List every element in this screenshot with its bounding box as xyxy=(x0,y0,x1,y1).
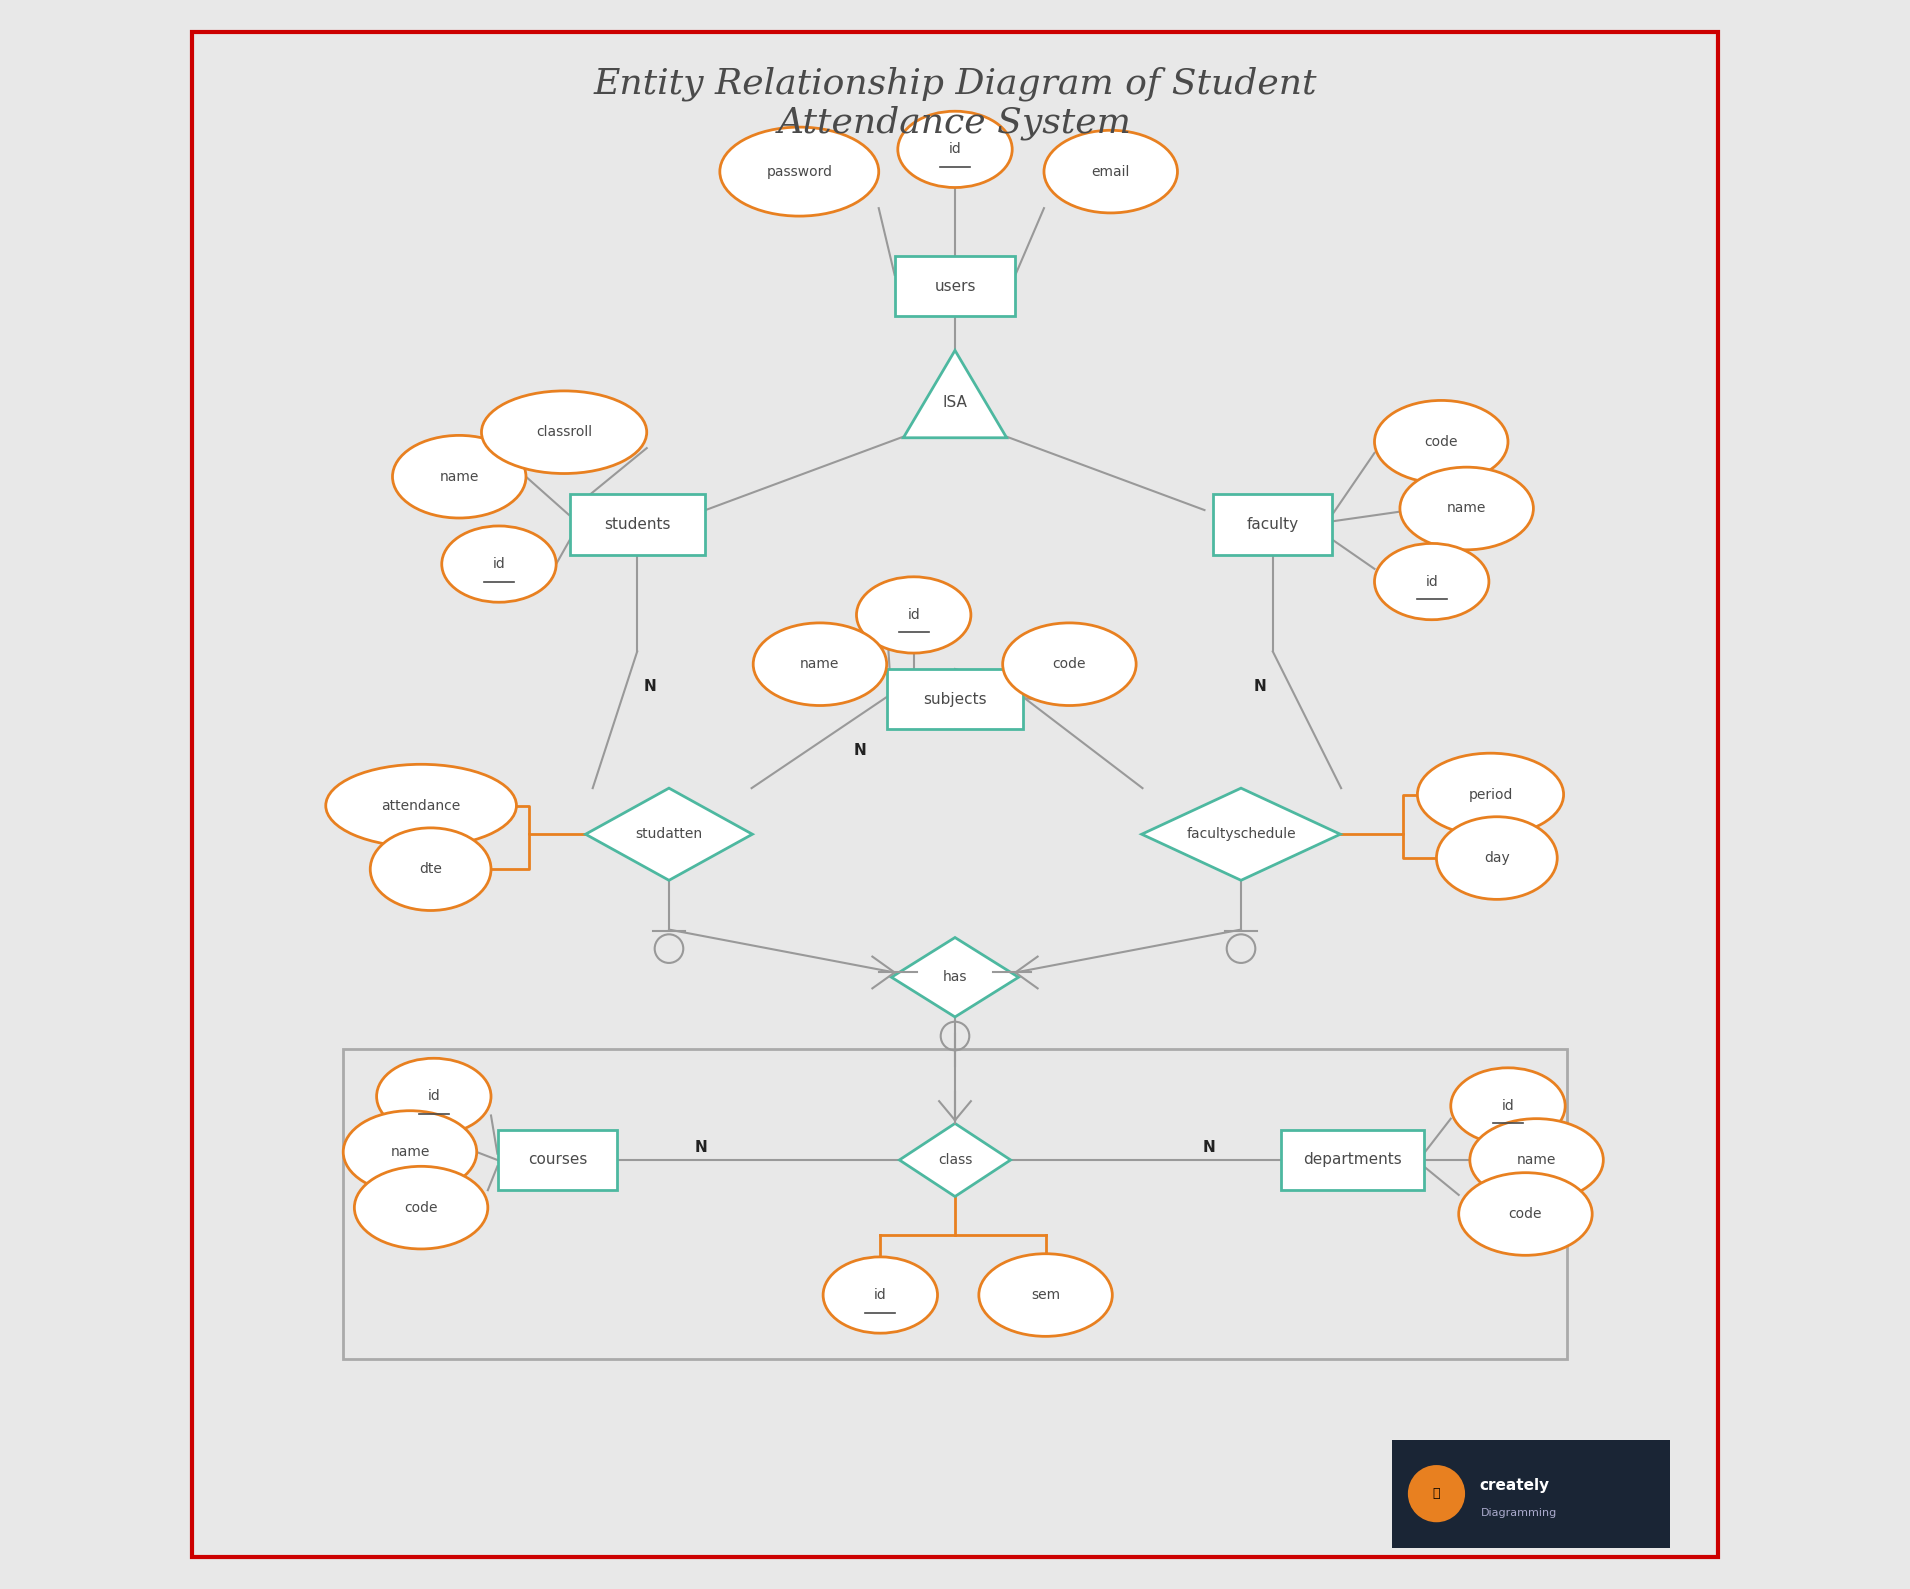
Text: students: students xyxy=(604,516,670,532)
Text: has: has xyxy=(944,971,966,984)
Text: id: id xyxy=(493,558,506,570)
Text: ISA: ISA xyxy=(942,394,968,410)
Text: studatten: studatten xyxy=(636,828,703,841)
Text: departments: departments xyxy=(1303,1152,1402,1168)
Polygon shape xyxy=(900,1123,1010,1197)
Ellipse shape xyxy=(1417,753,1564,836)
Ellipse shape xyxy=(823,1257,938,1333)
Ellipse shape xyxy=(720,127,879,216)
Text: id: id xyxy=(1501,1100,1515,1112)
Ellipse shape xyxy=(371,828,491,910)
Ellipse shape xyxy=(481,391,647,474)
Text: sem: sem xyxy=(1031,1289,1060,1301)
Text: N: N xyxy=(854,742,865,758)
Ellipse shape xyxy=(1400,467,1534,550)
Ellipse shape xyxy=(1375,400,1509,483)
Text: id: id xyxy=(907,609,921,621)
Text: name: name xyxy=(1517,1154,1557,1166)
Bar xyxy=(344,1049,1566,1359)
Ellipse shape xyxy=(753,623,886,706)
Ellipse shape xyxy=(856,577,970,653)
Text: N: N xyxy=(1253,679,1266,694)
Text: id: id xyxy=(1425,575,1438,588)
Text: N: N xyxy=(695,1139,707,1155)
Text: name: name xyxy=(439,470,479,483)
Text: code: code xyxy=(1425,435,1457,448)
Text: code: code xyxy=(1052,658,1087,671)
Circle shape xyxy=(1408,1465,1465,1522)
Text: classroll: classroll xyxy=(537,426,592,439)
Ellipse shape xyxy=(441,526,556,602)
Text: users: users xyxy=(934,278,976,294)
Text: 💡: 💡 xyxy=(1432,1487,1440,1500)
Text: name: name xyxy=(390,1146,430,1158)
Text: facultyschedule: facultyschedule xyxy=(1186,828,1295,841)
Ellipse shape xyxy=(1045,130,1177,213)
FancyBboxPatch shape xyxy=(1392,1440,1669,1548)
FancyBboxPatch shape xyxy=(1213,494,1333,555)
Text: courses: courses xyxy=(527,1152,588,1168)
Text: email: email xyxy=(1091,165,1131,178)
FancyBboxPatch shape xyxy=(888,669,1022,729)
Text: class: class xyxy=(938,1154,972,1166)
FancyBboxPatch shape xyxy=(569,494,705,555)
Ellipse shape xyxy=(1459,1173,1593,1255)
Text: code: code xyxy=(405,1201,437,1214)
Text: day: day xyxy=(1484,852,1509,864)
FancyBboxPatch shape xyxy=(1282,1130,1423,1190)
Text: Diagramming: Diagramming xyxy=(1480,1508,1557,1517)
Text: N: N xyxy=(1203,1139,1215,1155)
Ellipse shape xyxy=(1003,623,1136,706)
Text: period: period xyxy=(1469,788,1513,801)
FancyBboxPatch shape xyxy=(896,256,1014,316)
Text: id: id xyxy=(949,143,961,156)
Text: N: N xyxy=(644,679,657,694)
Ellipse shape xyxy=(1452,1068,1564,1144)
Ellipse shape xyxy=(376,1058,491,1135)
Ellipse shape xyxy=(978,1254,1112,1336)
Text: subjects: subjects xyxy=(923,691,987,707)
Ellipse shape xyxy=(344,1111,478,1193)
Text: code: code xyxy=(1509,1208,1541,1220)
Ellipse shape xyxy=(327,764,516,847)
Polygon shape xyxy=(586,788,753,880)
Text: faculty: faculty xyxy=(1247,516,1299,532)
Text: name: name xyxy=(800,658,840,671)
Ellipse shape xyxy=(1375,543,1490,620)
Text: password: password xyxy=(766,165,833,178)
Ellipse shape xyxy=(1436,817,1557,899)
Polygon shape xyxy=(903,351,1007,437)
Ellipse shape xyxy=(392,435,525,518)
Text: attendance: attendance xyxy=(382,799,460,812)
Ellipse shape xyxy=(355,1166,487,1249)
Text: id: id xyxy=(428,1090,439,1103)
Text: creately: creately xyxy=(1480,1478,1549,1494)
Polygon shape xyxy=(1142,788,1341,880)
Text: Entity Relationship Diagram of Student
Attendance System: Entity Relationship Diagram of Student A… xyxy=(594,67,1316,140)
Text: id: id xyxy=(875,1289,886,1301)
Ellipse shape xyxy=(898,111,1012,188)
FancyBboxPatch shape xyxy=(499,1130,617,1190)
Text: dte: dte xyxy=(418,863,441,876)
Polygon shape xyxy=(892,938,1018,1017)
Ellipse shape xyxy=(1471,1119,1602,1201)
Text: name: name xyxy=(1448,502,1486,515)
